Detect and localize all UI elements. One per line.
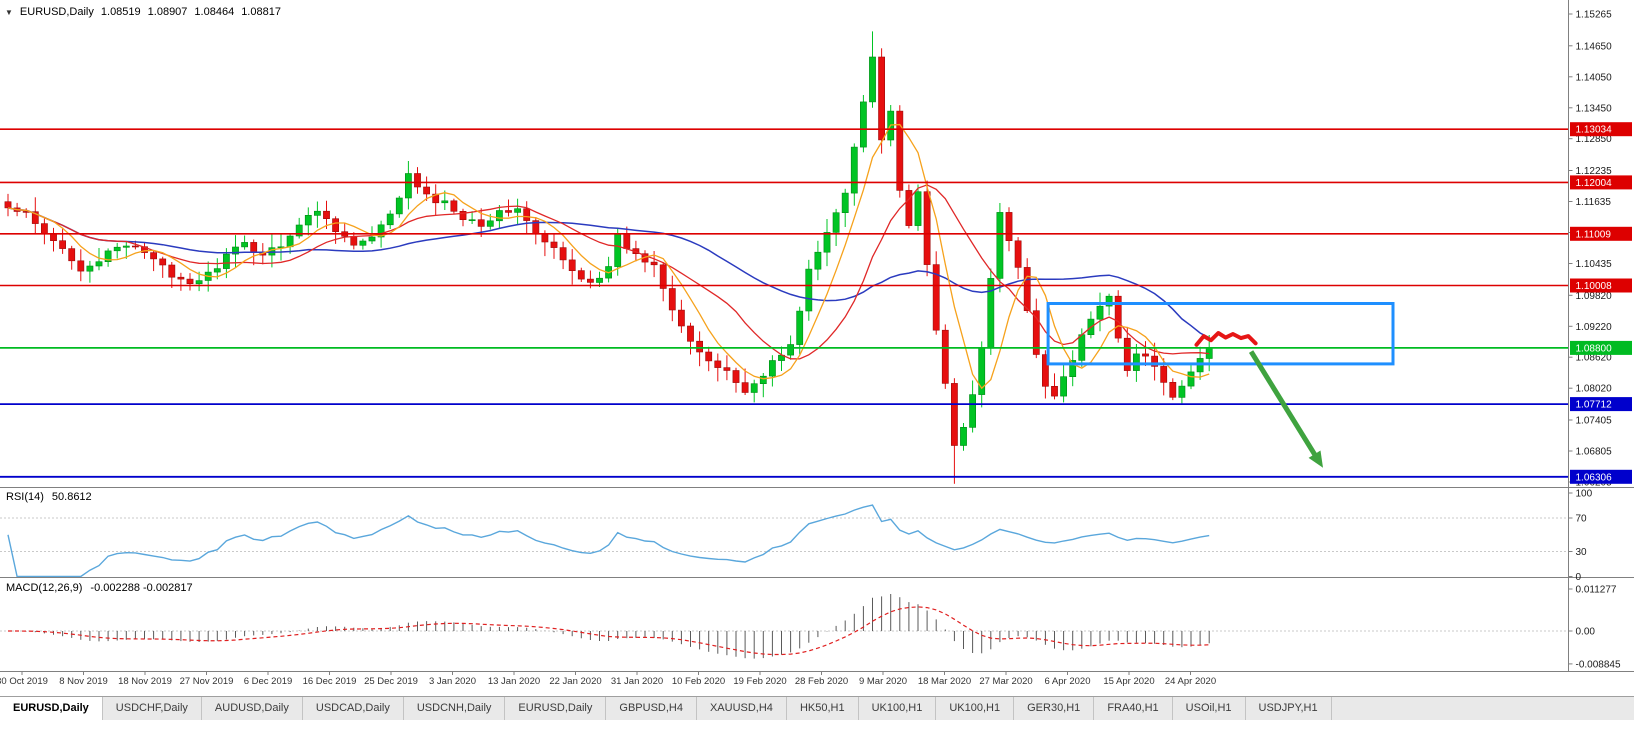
date-axis-label: 18 Mar 2020 [918,676,971,687]
symbol-quote-overlay: ▼ EURUSD,Daily 1.08519 1.08907 1.08464 1… [5,6,281,18]
consolidation-box[interactable] [1046,302,1395,366]
price-tag-label: 1.10008 [1576,281,1613,292]
rsi-line [7,504,1210,577]
macd-axis-label: 0.00 [1576,627,1596,638]
rsi-title: RSI(14) [6,491,44,503]
date-axis-label: 19 Feb 2020 [733,676,786,687]
chart-tab-6-gbpusd-h4[interactable]: GBPUSD,H4 [606,697,697,720]
price-axis-label: 1.09220 [1576,322,1613,333]
date-axis-label: 18 Nov 2019 [118,676,172,687]
date-axis-label: 16 Dec 2019 [303,676,357,687]
chart-tab-5-eurusd-daily[interactable]: EURUSD,Daily [505,697,607,720]
down-arrow-head[interactable] [1308,450,1323,468]
chart-tab-8-hk50-h1[interactable]: HK50,H1 [787,697,859,720]
rsi-value: 50.8612 [51,491,92,503]
price-tag [1570,278,1632,293]
date-axis-label: 6 Apr 2020 [1045,676,1091,687]
down-arrow[interactable] [1248,350,1319,459]
rsi-axis-label: 30 [1576,547,1588,558]
date-axis-label: 31 Jan 2020 [611,676,663,687]
ma-slow-line [7,207,1210,339]
date-axis-label: 15 Apr 2020 [1103,676,1154,687]
candlestick-series [4,31,1213,484]
quote-high: 1.08907 [147,6,188,18]
price-axis-label: 1.15265 [1576,10,1613,21]
chart-tab-13-usoil-h1[interactable]: USOil,H1 [1173,697,1246,720]
date-axis-label: 27 Mar 2020 [979,676,1032,687]
chart-tab-3-usdcad-daily[interactable]: USDCAD,Daily [303,697,404,720]
chart-tab-14-usdjpy-h1[interactable]: USDJPY,H1 [1246,697,1332,720]
price-tag-label: 1.13034 [1576,125,1613,136]
price-tag [1570,469,1632,484]
price-tag [1570,226,1632,241]
date-axis-label: 8 Nov 2019 [59,676,108,687]
quote-low: 1.08464 [194,6,235,18]
date-axis-label: 6 Dec 2019 [244,676,293,687]
symbol-title: EURUSD,Daily [19,6,94,18]
price-axis-label: 1.14050 [1576,72,1613,83]
price-tag [1570,122,1632,137]
price-tag-label: 1.07712 [1576,400,1613,411]
chart-tab-9-uk100-h1[interactable]: UK100,H1 [859,697,937,720]
price-axis-label: 1.10435 [1576,259,1613,270]
rsi-indicator-label: RSI(14) 50.8612 [6,491,92,503]
price-tag-label: 1.12004 [1576,178,1613,189]
chart-tab-1-usdchf-daily[interactable]: USDCHF,Daily [103,697,202,720]
price-tag-label: 1.06306 [1576,472,1613,483]
chart-tab-0-eurusd-daily[interactable]: EURUSD,Daily [0,697,103,720]
macd-series [0,594,1569,659]
macd-title: MACD(12,26,9) [6,582,83,594]
rsi-axis-label: 0 [1576,572,1582,583]
price-axis-label: 1.12850 [1576,134,1613,145]
price-tag [1570,340,1632,355]
price-axis-label: 1.11635 [1576,197,1612,208]
price-axis-label: 1.09820 [1576,291,1613,302]
collapse-triangle-icon[interactable]: ▼ [5,7,13,17]
date-axis-label: 13 Jan 2020 [488,676,540,687]
macd-signal-line [8,606,1210,656]
price-axis-label: 1.06805 [1576,447,1613,458]
price-scribble[interactable] [1194,331,1258,347]
date-axis-label: 24 Apr 2020 [1165,676,1216,687]
rsi-axis-label: 100 [1576,489,1593,500]
date-axis-label: 30 Oct 2019 [0,676,48,687]
price-tag-label: 1.11009 [1576,229,1612,240]
price-axis-label: 1.13450 [1576,103,1613,114]
date-axis-label: 27 Nov 2019 [180,676,234,687]
date-axis-label: 28 Feb 2020 [795,676,848,687]
price-axis-label: 1.07405 [1576,416,1613,427]
macd-axis-label: -0.008845 [1576,659,1621,670]
price-tag [1570,175,1632,190]
date-axis-label: 10 Feb 2020 [672,676,725,687]
chart-tab-11-ger30-h1[interactable]: GER30,H1 [1014,697,1095,720]
price-axis-label: 1.08020 [1576,384,1613,395]
macd-axis-label: 0.011277 [1576,585,1617,596]
chart-tab-7-xauusd-h4[interactable]: XAUUSD,H4 [697,697,787,720]
rsi-axis-label: 70 [1576,514,1588,525]
price-tag-label: 1.08800 [1576,343,1613,354]
chart-tab-bar: EURUSD,Daily USDCHF,Daily AUDUSD,Daily USDC… [0,696,1634,720]
date-axis-label: 22 Jan 2020 [549,676,601,687]
quote-open: 1.08519 [100,6,141,18]
quote-close: 1.08817 [241,6,281,18]
price-axis-label: 1.12235 [1576,166,1613,177]
chart-tab-12-fra40-h1[interactable]: FRA40,H1 [1094,697,1173,720]
date-axis-label: 25 Dec 2019 [364,676,418,687]
date-axis-label: 9 Mar 2020 [859,676,907,687]
date-axis-label: 3 Jan 2020 [429,676,476,687]
price-axis-label: 1.08620 [1576,353,1613,364]
ma-mid-line [7,184,1210,360]
price-tag [1570,397,1632,412]
chart-tab-10-uk100-h1[interactable]: UK100,H1 [936,697,1015,720]
chart-tab-4-usdcnh-daily[interactable]: USDCNH,Daily [404,697,506,720]
price-axis-label: 1.14650 [1576,41,1613,52]
ma-fast-line [7,123,1210,390]
macd-value: -0.002288 -0.002817 [90,582,193,594]
chart-tab-2-audusd-daily[interactable]: AUDUSD,Daily [202,697,303,720]
macd-indicator-label: MACD(12,26,9) -0.002288 -0.002817 [6,582,193,594]
